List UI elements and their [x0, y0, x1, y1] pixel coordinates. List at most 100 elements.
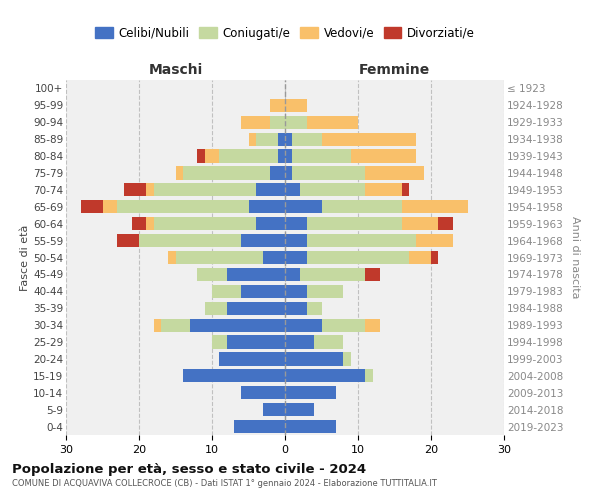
Bar	[343, 352, 350, 366]
Bar	[241, 386, 285, 400]
Bar	[168, 251, 176, 264]
Bar	[307, 234, 416, 247]
Bar	[176, 251, 263, 264]
Bar	[212, 336, 227, 348]
Bar	[285, 268, 299, 281]
Bar	[146, 184, 154, 196]
Bar	[241, 116, 271, 129]
Bar	[285, 302, 307, 315]
Bar	[117, 200, 248, 213]
Bar	[161, 318, 190, 332]
Bar	[285, 318, 322, 332]
Bar	[227, 268, 285, 281]
Bar	[322, 132, 416, 146]
Bar	[132, 217, 146, 230]
Bar	[285, 284, 307, 298]
Bar	[307, 284, 343, 298]
Bar	[271, 99, 285, 112]
Bar	[248, 132, 256, 146]
Bar	[212, 284, 241, 298]
Bar	[285, 386, 336, 400]
Bar	[409, 251, 431, 264]
Bar	[285, 184, 299, 196]
Bar	[241, 284, 285, 298]
Bar	[139, 234, 241, 247]
Bar	[285, 132, 292, 146]
Bar	[322, 200, 402, 213]
Bar	[271, 166, 285, 179]
Bar	[285, 150, 292, 162]
Bar	[154, 217, 256, 230]
Text: Popolazione per età, sesso e stato civile - 2024: Popolazione per età, sesso e stato civil…	[12, 462, 366, 475]
Bar	[365, 318, 380, 332]
Bar	[263, 403, 285, 416]
Bar	[241, 234, 285, 247]
Bar	[278, 132, 285, 146]
Bar	[285, 336, 314, 348]
Bar	[176, 166, 183, 179]
Bar	[322, 318, 365, 332]
Bar	[197, 268, 227, 281]
Bar	[314, 336, 343, 348]
Text: Femmine: Femmine	[359, 62, 430, 76]
Bar	[205, 150, 220, 162]
Bar	[285, 166, 292, 179]
Bar	[220, 150, 278, 162]
Bar	[154, 318, 161, 332]
Bar	[350, 150, 416, 162]
Bar	[285, 403, 314, 416]
Y-axis label: Fasce di età: Fasce di età	[20, 224, 30, 290]
Bar	[365, 166, 424, 179]
Bar	[307, 302, 322, 315]
Bar	[220, 352, 285, 366]
Bar	[197, 150, 205, 162]
Bar	[285, 116, 307, 129]
Bar	[402, 200, 467, 213]
Bar	[292, 132, 322, 146]
Bar	[227, 336, 285, 348]
Bar	[278, 150, 285, 162]
Text: COMUNE DI ACQUAVIVA COLLECROCE (CB) - Dati ISTAT 1° gennaio 2024 - Elaborazione : COMUNE DI ACQUAVIVA COLLECROCE (CB) - Da…	[12, 479, 437, 488]
Bar	[299, 184, 365, 196]
Text: Maschi: Maschi	[148, 62, 203, 76]
Bar	[285, 200, 322, 213]
Bar	[124, 184, 146, 196]
Bar	[227, 302, 285, 315]
Y-axis label: Anni di nascita: Anni di nascita	[571, 216, 580, 298]
Bar	[365, 268, 380, 281]
Bar	[299, 268, 365, 281]
Bar	[190, 318, 285, 332]
Legend: Celibi/Nubili, Coniugati/e, Vedovi/e, Divorziati/e: Celibi/Nubili, Coniugati/e, Vedovi/e, Di…	[90, 22, 480, 44]
Bar	[205, 302, 227, 315]
Bar	[292, 150, 350, 162]
Bar	[234, 420, 285, 433]
Bar	[248, 200, 285, 213]
Bar	[256, 217, 285, 230]
Bar	[285, 234, 307, 247]
Bar	[365, 184, 402, 196]
Bar	[117, 234, 139, 247]
Bar	[256, 132, 278, 146]
Bar	[183, 166, 271, 179]
Bar	[146, 217, 154, 230]
Bar	[285, 369, 365, 382]
Bar	[256, 184, 285, 196]
Bar	[263, 251, 285, 264]
Bar	[365, 369, 373, 382]
Bar	[285, 99, 307, 112]
Bar	[285, 352, 343, 366]
Bar	[183, 369, 285, 382]
Bar	[285, 251, 307, 264]
Bar	[103, 200, 117, 213]
Bar	[416, 234, 453, 247]
Bar	[438, 217, 453, 230]
Bar	[402, 184, 409, 196]
Bar	[271, 116, 285, 129]
Bar	[307, 116, 358, 129]
Bar	[307, 251, 409, 264]
Bar	[431, 251, 438, 264]
Bar	[307, 217, 402, 230]
Bar	[80, 200, 103, 213]
Bar	[285, 420, 336, 433]
Bar	[285, 217, 307, 230]
